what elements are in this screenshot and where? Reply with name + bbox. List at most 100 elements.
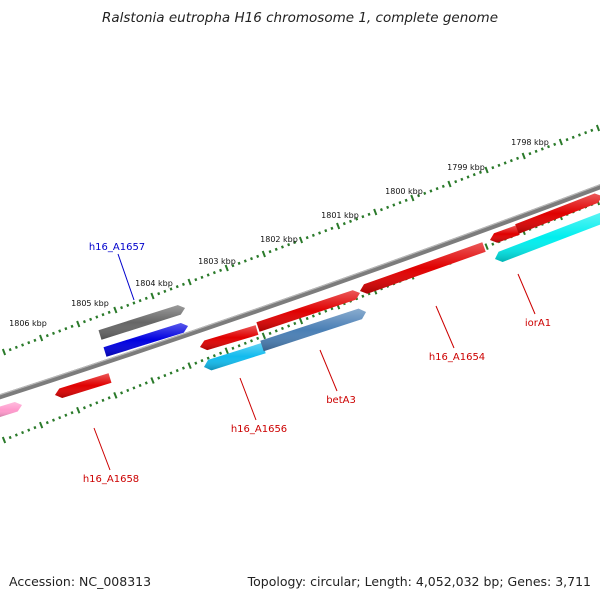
gene-features[interactable] bbox=[0, 193, 600, 418]
inner-tick-mark bbox=[256, 336, 260, 340]
inner-tick-mark bbox=[39, 421, 44, 429]
gene-g8[interactable] bbox=[256, 290, 360, 332]
tick-label: 1798 kbp bbox=[511, 138, 549, 147]
inner-tick-mark bbox=[175, 368, 179, 373]
tick-label: 1806 kbp bbox=[9, 319, 47, 328]
outer-tick-mark bbox=[367, 212, 371, 216]
outer-tick-mark bbox=[298, 236, 304, 244]
inner-tick-mark bbox=[21, 430, 25, 435]
gene-h16_A1654[interactable] bbox=[360, 242, 486, 294]
inner-tick-mark bbox=[330, 306, 334, 311]
gene-label: h16_A1657 bbox=[89, 242, 145, 253]
inner-tick-mark bbox=[361, 294, 365, 298]
gene-g12[interactable] bbox=[515, 193, 600, 234]
outer-tick-mark bbox=[349, 219, 352, 223]
outer-tick-mark bbox=[1, 348, 7, 356]
gene-labels: h16_A1657 h16_A1658 h16_A1656 betA3 h16_A165… bbox=[83, 242, 551, 485]
gene-label: betA3 bbox=[326, 395, 356, 406]
outer-tick-mark bbox=[361, 215, 365, 219]
outer-tick-mark bbox=[516, 156, 520, 160]
outer-tick-mark bbox=[491, 166, 495, 170]
gene-h16_A1657[interactable] bbox=[103, 323, 189, 357]
inner-tick-mark bbox=[287, 324, 291, 328]
gene-g11[interactable] bbox=[490, 225, 520, 243]
label-leader-line bbox=[319, 349, 338, 392]
outer-tick-mark bbox=[429, 189, 433, 193]
outer-tick-mark bbox=[373, 208, 378, 216]
outer-tick-mark bbox=[565, 138, 569, 142]
outer-tick-mark bbox=[169, 287, 173, 291]
inner-tick-mark bbox=[107, 396, 111, 400]
outer-tick-mark bbox=[89, 317, 93, 321]
genome-summary-text: Topology: circular; Length: 4,052,032 bp… bbox=[247, 574, 591, 589]
inner-tick-mark bbox=[132, 386, 136, 390]
outer-tick-mark bbox=[447, 180, 452, 188]
outer-tick-mark bbox=[212, 271, 216, 275]
gene-g4[interactable] bbox=[0, 402, 22, 418]
inner-tick-mark bbox=[113, 392, 118, 399]
outer-tick-mark bbox=[398, 201, 402, 205]
gene-arrow-shading bbox=[200, 325, 259, 351]
gene-g6[interactable] bbox=[200, 325, 259, 351]
outer-tick-mark bbox=[70, 324, 74, 328]
tick-label: 1804 kbp bbox=[135, 279, 173, 288]
gene-label: iorA1 bbox=[525, 318, 551, 329]
outer-tick-mark bbox=[181, 282, 185, 286]
outer-tick-mark bbox=[187, 278, 192, 286]
gene-h16_A1656[interactable] bbox=[204, 342, 266, 371]
inner-tick-mark bbox=[76, 406, 81, 414]
outer-tick-mark bbox=[132, 301, 136, 305]
outer-tick-mark bbox=[224, 264, 229, 272]
outer-tick-mark bbox=[305, 236, 309, 240]
outer-tick-mark bbox=[150, 292, 155, 300]
inner-tick-mark bbox=[51, 418, 56, 422]
gene-arrow-shading bbox=[204, 342, 266, 371]
genome-backbone bbox=[0, 184, 600, 400]
gene-arrow-shading bbox=[0, 402, 22, 418]
inner-tick-mark bbox=[45, 421, 49, 425]
inner-tick-mark bbox=[58, 416, 62, 420]
inner-tick-mark bbox=[231, 346, 235, 350]
outer-tick-mark bbox=[82, 320, 86, 324]
gene-g2[interactable] bbox=[98, 305, 186, 340]
inner-tick-mark bbox=[298, 317, 304, 325]
inner-tick-mark bbox=[261, 332, 266, 340]
outer-tick-mark bbox=[311, 233, 315, 237]
inner-tick-mark bbox=[126, 388, 130, 393]
tick-label: 1803 kbp bbox=[198, 257, 236, 266]
gene-iorA1[interactable] bbox=[495, 212, 600, 262]
outer-tick-mark bbox=[287, 243, 291, 247]
outer-tick-mark bbox=[509, 159, 513, 163]
gene-label: h16_A1656 bbox=[231, 424, 287, 435]
gene-arrow-shading bbox=[103, 323, 188, 357]
outer-tick-mark bbox=[404, 198, 408, 202]
gene-arrow-shading bbox=[98, 305, 185, 340]
outer-tick-mark bbox=[163, 289, 167, 293]
outer-tick-mark bbox=[571, 135, 575, 139]
outer-tick-mark bbox=[410, 194, 415, 202]
inner-tick-mark bbox=[194, 361, 198, 365]
gene-betA3[interactable] bbox=[260, 308, 366, 352]
outer-tick-mark bbox=[540, 147, 544, 151]
inner-tick-mark bbox=[8, 435, 12, 440]
tick-label: 1802 kbp bbox=[260, 235, 298, 244]
inner-tick-mark bbox=[268, 331, 272, 336]
inner-tick-mark bbox=[120, 391, 124, 395]
outer-tick-mark bbox=[126, 303, 130, 307]
outer-tick-mark bbox=[261, 250, 266, 258]
outer-tick-mark bbox=[584, 131, 588, 135]
outer-tick-mark bbox=[138, 299, 142, 303]
inner-tick-mark bbox=[163, 373, 167, 378]
outer-tick-mark bbox=[553, 142, 557, 146]
outer-tick-mark bbox=[206, 273, 210, 277]
tick-label: 1805 kbp bbox=[71, 299, 109, 308]
tick-label: 1801 kbp bbox=[321, 211, 359, 220]
gene-arrow-shading bbox=[55, 373, 112, 398]
gene-label: h16_A1654 bbox=[429, 352, 485, 363]
tick-label: 1799 kbp bbox=[447, 163, 485, 172]
outer-tick-mark bbox=[27, 341, 31, 345]
gene-h16_A1658[interactable] bbox=[55, 373, 112, 398]
gene-arrow-shading bbox=[256, 290, 360, 332]
outer-tick-mark bbox=[330, 226, 334, 230]
